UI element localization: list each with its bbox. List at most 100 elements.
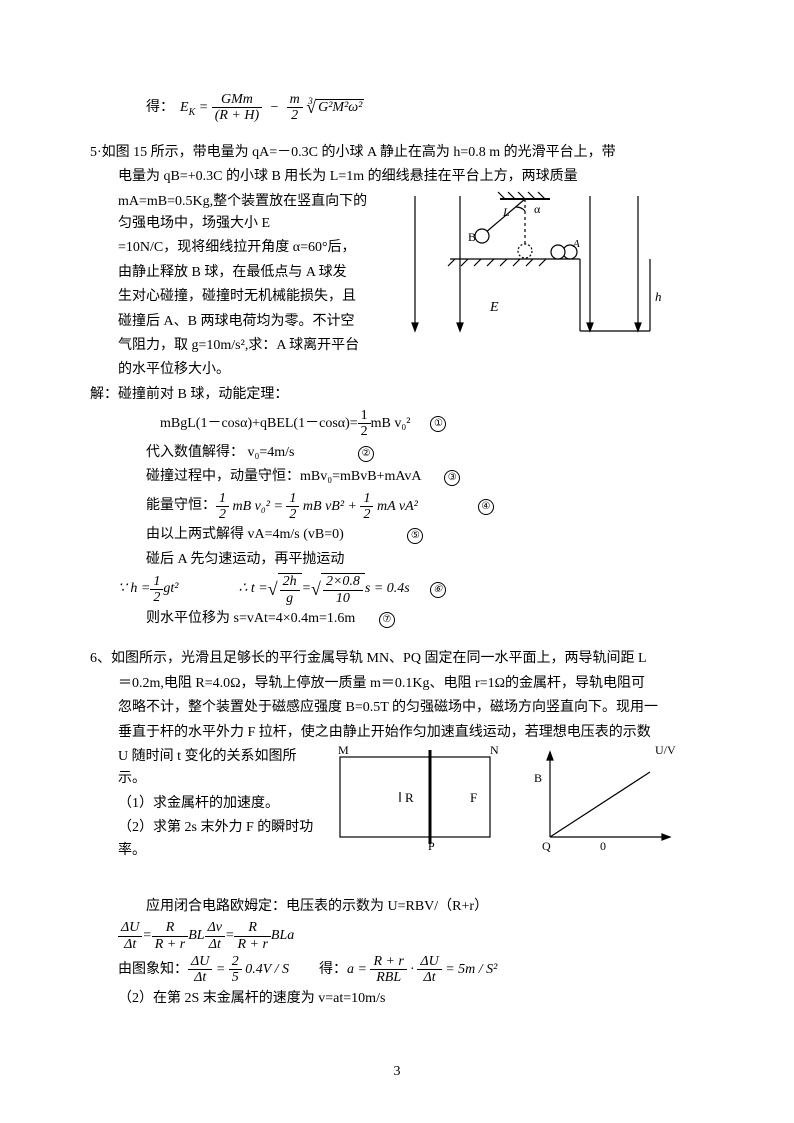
eqC-body: a = R + rRBL · ΔUΔt = 5m / S² [347,954,497,986]
sub-line-text: 代入数值解得： v₀=4m/s [146,445,295,460]
eq6a-d: 2 [150,590,163,605]
fig-h: h [655,289,662,304]
solve-text: 由以上两式解得 vA=4m/s (vB=0) [146,527,344,542]
frac-gmm-den: (R + H) [212,108,262,123]
p5-solve-line: 由以上两式解得 vA=4m/s (vB=0) ⑤ [90,524,704,546]
p6-circuit-figure: M N P R F [330,742,510,852]
e2r: mB vB² [303,499,344,514]
e3d: 2 [360,507,373,522]
cube-root: 3 √G²M²ω² [306,100,364,115]
p6-q2: （2）求第 2s 末外力 F 的瞬时功率。 [90,817,320,862]
r1d: g [280,591,300,606]
get-label: 得： [319,959,347,981]
final-text: 则水平位移为 s=vAt=4×0.4m=1.6m [146,611,355,626]
ek-sub: K [189,107,196,118]
p5-mom-line: 碰撞过程中，动量守恒：mBv₀=mBvB+mAvA ③ [90,466,704,488]
p6-float: U 随时间 t 变化的关系如图所示。 （1）求金属杆的加速度。 （2）求第 2s… [90,746,704,862]
p6-l5: U 随时间 t 变化的关系如图所示。 [90,746,320,791]
eq6b-post: s = 0.4s [365,578,410,600]
frac-gmm-num: GMm [212,92,262,108]
p5-l4: 由静止释放 B 球，在最低点与 A 球发 [90,262,370,284]
p6-l2: ＝0.2m,电阻 R=4.0Ω，导轨上停放一质量 m＝0.1Kg、电阻 r=1Ω… [90,673,704,695]
r2n: 2×0.8 [323,574,363,590]
e-plus: + [348,499,357,514]
e2n: 1 [286,491,299,507]
e3r: mA vA² [377,499,418,514]
energy-label: 能量守恒： [146,495,216,517]
p5-final: 则水平位移为 s=vAt=4×0.4m=1.6m ⑦ [90,608,704,630]
p6-l4: 垂直于杆的水平外力 F 拉杆，使之由静止开始作匀加速直线运动，若理想电压表的示数 [90,722,704,744]
lbl-N: N [490,743,499,757]
p5-sub-line: 代入数值解得： v₀=4m/s ② [90,442,704,464]
p6-graph-figure: U/V B Q 0 [530,742,680,852]
eq1-frac: 1 2 [358,408,371,440]
c1n: R + r [370,954,406,970]
b2p: 0.4V / S [245,962,289,977]
a1d: Δt [118,937,142,952]
p5-l2: 电量为 qB=+0.3C 的小球 B 用长为 L=1m 的细线悬挂在平台上方，两… [90,166,704,188]
p5-sol-head: 解：碰撞前对 B 球，动能定理： [90,384,704,406]
circ-3: ③ [444,470,460,486]
a2p: BL [188,925,204,947]
p5-l8: 的水平位移大小。 [90,359,370,381]
energy-eq: 12 mB v₀² = 12 mB vB² + 12 mA vA² [216,491,418,523]
graph-label: 由图象知： [118,959,188,981]
frac-m2-den: 2 [287,108,303,123]
lbl-Q: Q [542,839,551,852]
a4p: BLa [271,925,294,947]
eq6a-n: 1 [150,574,163,590]
b2n: 2 [229,954,242,970]
p6-ans2: （2）在第 2S 末金属杆的速度为 v=at=10m/s [90,988,704,1010]
p5-float-block: mA=mB=0.5Kg,整个装置放在竖直向下的匀强电场中，场强大小 E =10N… [90,191,704,382]
p5-l6: 碰撞后 A、B 两球电荷均为零。不计空 [90,311,370,333]
fig-A: A [572,238,580,250]
frac-gmm: GMm (R + H) [212,92,262,124]
lbl-F: F [470,790,477,805]
frac-m2-num: m [287,92,303,108]
e1d: 2 [216,507,229,522]
e3n: 1 [360,491,373,507]
c2n: ΔU [417,954,441,970]
p5-energy: 能量守恒： 12 mB v₀² = 12 mB vB² + 12 mA vA² … [90,491,704,523]
p5-l7: 气阻力，取 g=10m/s²,求：A 球离开平台 [90,335,370,357]
e1n: 1 [216,491,229,507]
p5-head: 5·如图 15 所示，带电量为 qA=－0.3C 的小球 A 静止在高为 h=0… [90,142,704,164]
fig-B: B [468,230,476,244]
circ-6: ⑥ [430,582,446,598]
p5-eq6: ∵ h = 12 gt² ∴ t = √2hg = √2×0.810 s = 0… [90,573,704,606]
a3d: Δt [205,937,225,952]
fig-alpha: α [534,202,541,216]
lbl-M: M [338,743,349,757]
a4n: R [234,920,270,936]
circ-1: ① [430,416,446,432]
b2d: 5 [229,970,242,985]
eq6a-post: gt² [163,578,178,600]
p6-eqA: ΔUΔt = RR + r BL ΔvΔt = RR + r BLa [90,920,704,952]
root-index: 3 [308,94,313,108]
p6-eqB: 由图象知： ΔUΔt = 25 0.4V / S 得： a = R + rRBL… [90,954,704,986]
circ-2: ② [358,446,374,462]
root-body: G²M²ω² [316,99,364,115]
a1n: ΔU [118,920,142,936]
p6-head: 6、如图所示，光滑且足够长的平行金属导轨 MN、PQ 固定在同一水平面上，两导轨… [90,648,704,670]
eq6b-pre: ∴ t = [238,578,267,600]
a2d: R + r [152,937,188,952]
a2n: R [152,920,188,936]
ek-sym: E [180,100,189,115]
eq-top: 得： EK = GMm (R + H) − m 2 3 √G²M²ω² [90,92,704,124]
p5-figure: L α B A E h [390,191,670,336]
c-pre: a = [347,962,367,977]
fig-L: L [502,205,510,219]
c1d: RBL [370,970,406,985]
lbl-UV: U/V [655,743,676,757]
b1n: ΔU [188,954,212,970]
page-number: 3 [0,1061,794,1083]
p6-ohm: 应用闭合电路欧姆定：电压表的示数为 U=RBV/（R+r） [90,896,704,918]
p5-l5: 生对心碰撞，碰撞时无机械能损失，且 [90,286,370,308]
eq1-left: mBgL(1－cosα)+qBEL(1－cosα)= [160,413,358,435]
a4d: R + r [234,937,270,952]
c-post: = 5m / S² [445,962,497,977]
p5-eq1: mBgL(1－cosα)+qBEL(1－cosα)= 1 2 mB v₀² ① [90,408,704,440]
frac-m2: m 2 [287,92,303,124]
p6-q1: （1）求金属杆的加速度。 [90,793,320,815]
